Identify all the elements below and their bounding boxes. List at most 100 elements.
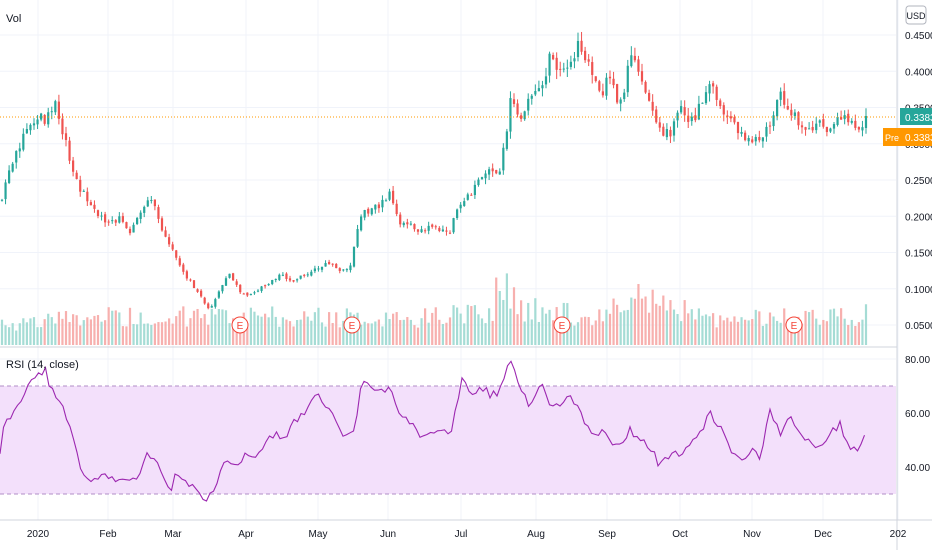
volume-bar [132,324,135,345]
candle-body [192,280,196,289]
volume-bar [264,313,267,345]
candle-body [235,281,238,285]
volume-bar [815,318,818,345]
currency-badge[interactable]: USD [905,5,927,25]
candle-body [118,216,121,223]
candle-body [847,113,850,123]
candle-body [502,147,505,171]
candle-body [726,115,729,117]
premarket-value: 0.3383 [905,133,932,144]
price-axis-ticks: 0.45000.40000.35000.30000.25000.20000.15… [905,31,932,332]
candle-body [516,103,519,115]
volume-bar [313,312,316,345]
volume-bar [584,316,587,345]
volume-bar [527,302,530,345]
candle-body [751,139,754,143]
volume-bar [192,310,196,345]
candle-body [313,268,316,272]
candle-body [64,133,68,141]
candle-body [86,191,89,202]
candle-body [306,274,309,276]
candle-body [843,115,846,120]
volume-bar [189,318,192,345]
candle-body [189,279,192,281]
candle-body [765,126,768,137]
volume-bar [75,315,78,345]
volume-bar [683,300,686,345]
volume-bar [448,317,452,345]
candle-body [427,225,430,231]
candle-body [463,201,466,206]
volume-bar [516,314,519,345]
volume-bar [392,313,395,345]
volume-bar [857,322,860,345]
candle-body [171,244,174,250]
candle-body [157,207,160,219]
earnings-marker[interactable]: E [553,316,571,334]
volume-bar [598,309,601,345]
volume-bar [630,297,633,345]
volume-bar [491,320,494,345]
volume-bar [715,327,718,345]
earnings-marker[interactable]: E [343,316,361,334]
premarket-label: Pre [885,133,899,143]
volume-bar [93,315,96,345]
volume-bar [168,318,171,345]
candle-body [93,204,96,209]
volume-bar [22,318,25,345]
candle-body [402,222,405,226]
candle-body [736,121,740,134]
volume-bar [271,306,274,345]
candle-body [381,199,384,208]
candle-body [569,61,572,67]
candle-body [548,53,551,76]
volume-bar [836,316,839,345]
volume-bar [729,321,732,345]
volume-bar [185,326,188,345]
candle-body [342,269,345,271]
candle-body [75,172,78,180]
volume-bar [480,318,484,345]
earnings-marker[interactable]: E [231,316,249,334]
volume-bar [228,323,231,345]
candle-body [150,199,153,201]
candle-body [82,190,85,192]
volume-bar [210,308,213,345]
volume-bar [207,324,210,345]
candle-body [616,84,619,103]
volume-bar [25,322,28,345]
candle-body [452,218,455,233]
candle-body [566,67,569,69]
volume-bar [50,317,53,345]
rsi-line [0,360,866,502]
volume-bar [402,319,405,345]
candle-body [719,100,722,107]
volume-bar [452,305,455,345]
candle-body [790,109,793,116]
candle-body [477,179,480,186]
volume-bar [100,321,103,345]
candle-body [512,99,516,104]
volume-bar [626,309,629,345]
candle-body [29,124,32,131]
candle-body [32,123,36,126]
candle-body [505,131,508,149]
time-tick-label: Nov [743,529,761,540]
candle-body [694,115,697,121]
volume-bar [587,317,590,345]
volume-bar [249,307,252,345]
candle-body [89,202,92,206]
candle-body [644,81,647,93]
candle-body [470,194,473,196]
candle-body [740,132,743,134]
volume-bar [708,316,711,345]
volume-bar [288,321,292,345]
volume-bar [306,316,309,345]
candle-body [473,184,476,196]
volume-bars [0,273,868,345]
volume-bar [552,320,555,345]
volume-bar [317,307,320,345]
earnings-marker[interactable]: E [785,316,803,334]
volume-bar [89,319,92,345]
